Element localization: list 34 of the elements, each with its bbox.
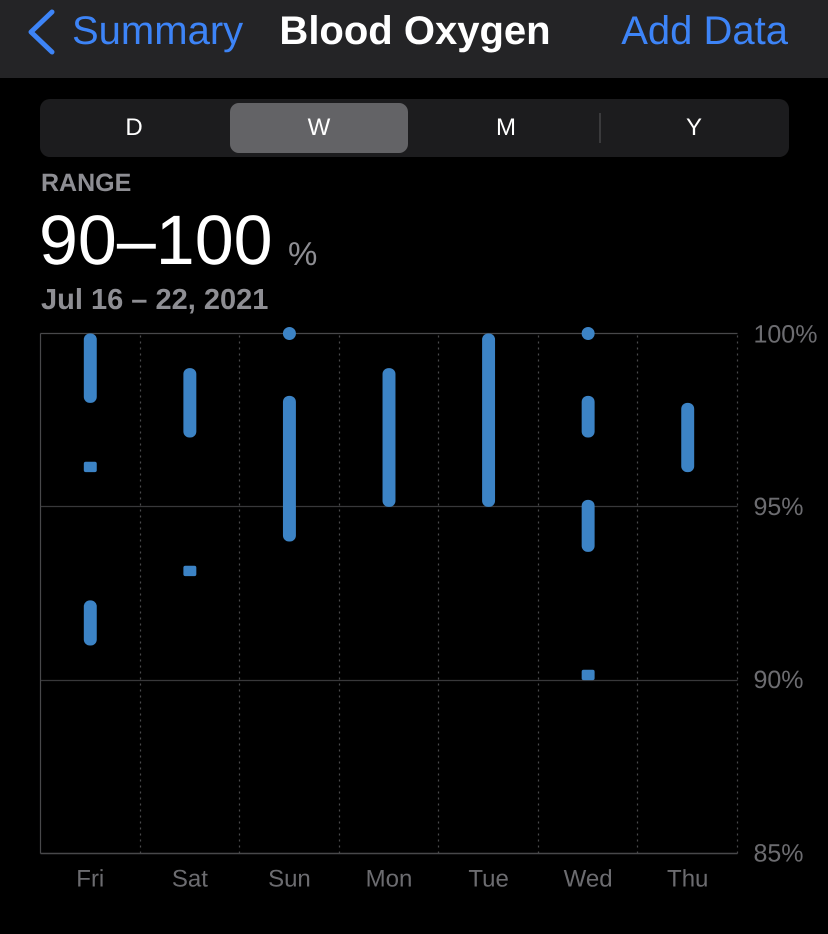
bar [382,368,396,507]
y-tick-label: 90% [754,666,804,694]
bar [84,462,97,472]
bar [582,500,595,552]
text: 90–100 [39,201,273,279]
bar [84,334,97,403]
text: Add Data [621,9,788,53]
bar [582,670,595,680]
y-tick-label: 95% [754,492,804,521]
text: RANGE [41,169,132,197]
text: % [288,235,318,272]
bar [681,402,694,472]
bar [482,334,496,507]
text: Jul 16 – 22, 2021 [41,284,268,316]
bar [183,368,196,438]
text: Summary [72,9,244,53]
chart-title: Blood Oxygen [279,9,551,53]
bar [84,600,97,646]
x-tick-label: Sat [172,866,208,892]
text: D [125,114,143,141]
text: W [308,114,330,141]
bar [183,566,196,576]
text: M [496,114,516,141]
bar [582,396,595,438]
x-tick-label: Thu [667,866,708,892]
x-tick-label: Tue [468,866,509,892]
x-tick-label: Mon [366,866,412,892]
y-tick-label: 100% [754,320,818,348]
bar [282,396,296,542]
x-tick-label: Fri [76,866,104,892]
x-tick-label: Sun [268,866,311,892]
text: Y [686,114,702,141]
y-tick-label: 85% [754,840,804,868]
x-tick-label: Wed [564,866,613,892]
